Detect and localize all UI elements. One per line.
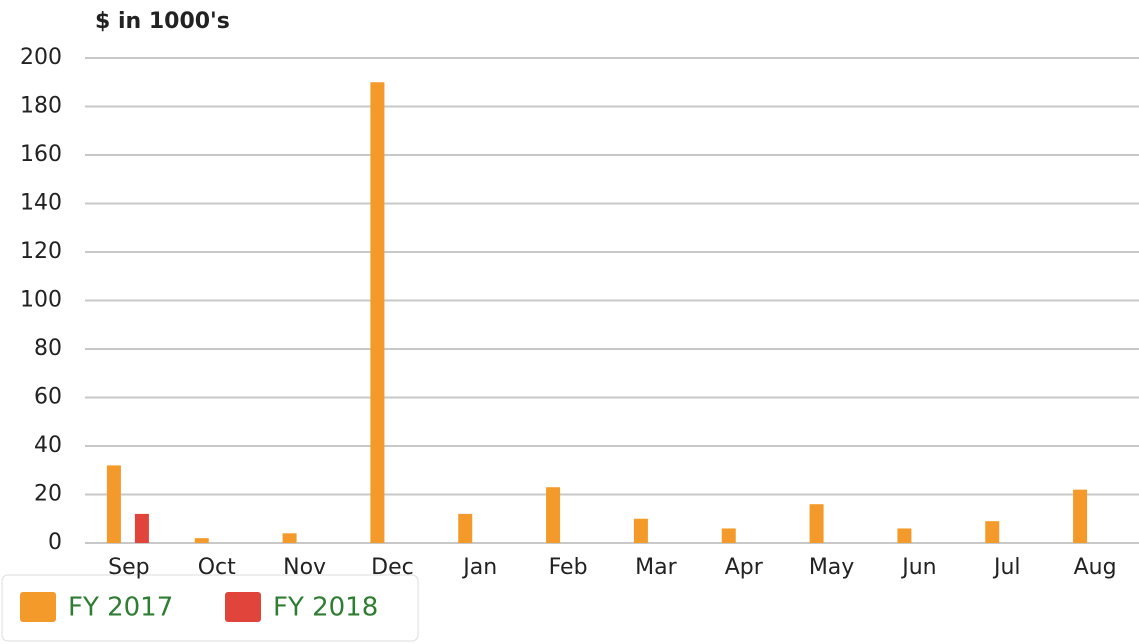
- y-tick-label: 80: [34, 336, 62, 361]
- y-tick-label: 140: [20, 191, 62, 216]
- y-tick-label: 180: [20, 94, 62, 119]
- x-tick-label: May: [809, 555, 854, 580]
- x-tick-label: Dec: [371, 555, 414, 580]
- x-tick-label: Jan: [461, 555, 497, 580]
- y-tick-label: 200: [20, 45, 62, 70]
- bar: [134, 513, 149, 543]
- bar: [458, 513, 473, 543]
- bar: [194, 538, 209, 543]
- legend-swatch: [225, 592, 261, 622]
- bar: [985, 521, 1000, 543]
- bar: [897, 528, 912, 543]
- x-tick-label: Nov: [283, 555, 326, 580]
- bar: [809, 504, 824, 543]
- legend-swatch: [20, 592, 56, 622]
- bar: [1073, 489, 1088, 543]
- x-tick-label: Apr: [725, 555, 764, 580]
- x-tick-label: Feb: [549, 555, 588, 580]
- y-tick-label: 120: [20, 239, 62, 264]
- y-tick-label: 160: [20, 142, 62, 167]
- legend-box: [1, 574, 419, 642]
- legend-label: FY 2017: [68, 593, 173, 623]
- bar: [546, 487, 561, 543]
- x-tick-label: Oct: [198, 555, 236, 580]
- y-tick-label: 60: [34, 385, 62, 410]
- bar: [282, 533, 297, 543]
- y-tick-label: 20: [34, 482, 62, 507]
- x-tick-label: Sep: [108, 555, 149, 580]
- x-tick-label: Jul: [992, 555, 1021, 580]
- bar: [370, 82, 385, 543]
- bar: [633, 518, 648, 543]
- bar: [106, 465, 121, 543]
- legend-label: FY 2018: [273, 593, 378, 623]
- y-tick-label: 40: [34, 433, 62, 458]
- bar: [721, 528, 736, 543]
- axis-unit-label: $ in 1000's: [95, 9, 230, 34]
- x-tick-label: Mar: [635, 555, 677, 580]
- y-tick-label: 100: [20, 288, 62, 313]
- y-tick-label: 0: [48, 530, 62, 555]
- x-tick-label: Jun: [900, 555, 936, 580]
- x-tick-label: Aug: [1074, 555, 1117, 580]
